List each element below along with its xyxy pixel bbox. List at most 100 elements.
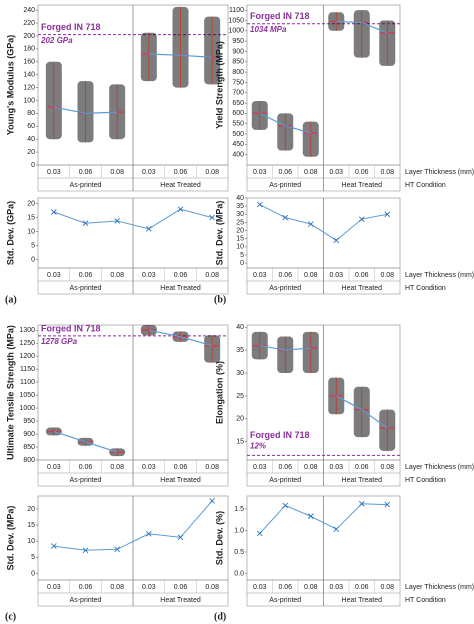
- x-tick-label: 0.03: [253, 272, 267, 279]
- y-tick-label: 180: [23, 46, 35, 53]
- group-label: Heat Treated: [342, 285, 383, 292]
- y-tick-label: 600: [232, 110, 244, 117]
- group-label: As-printed: [70, 182, 102, 189]
- y-tick-label: 15: [27, 214, 35, 221]
- y-tick-label: 700: [232, 90, 244, 97]
- y-tick-label: 400: [232, 152, 244, 159]
- y-tick-label: 80: [27, 110, 35, 117]
- y-tick-label: 0: [31, 570, 35, 577]
- y-tick-label: 1100: [229, 7, 244, 14]
- std-marker: [358, 500, 365, 507]
- std-marker: [146, 225, 152, 232]
- x-tick-label: 0.06: [174, 169, 188, 176]
- reference-value: 1034 MPa: [250, 25, 287, 34]
- y-tick-label: 1000: [19, 405, 35, 412]
- y-tick-label: 850: [232, 59, 244, 66]
- group-label: Heat Treated: [342, 597, 383, 604]
- y-tick-label: 160: [23, 59, 35, 66]
- x-axis-label: Layer Thickness (mm): [405, 584, 474, 591]
- y-tick-label: 15: [236, 439, 244, 446]
- y-axis-label: Std. Dev. (MPa): [5, 506, 15, 571]
- x-tick-label: 0.06: [355, 169, 369, 176]
- y-tick-label: 650: [232, 100, 244, 107]
- std-marker: [51, 543, 57, 549]
- group-label: Heat Treated: [160, 182, 201, 189]
- std-marker: [82, 547, 89, 554]
- x-tick-label: 0.03: [253, 584, 267, 591]
- x-tick-label: 0.08: [205, 464, 219, 471]
- y-tick-label: 35: [236, 203, 244, 210]
- group-label: As-printed: [70, 477, 102, 484]
- std-marker: [177, 206, 184, 213]
- x-tick-label: 0.06: [355, 584, 369, 591]
- y-tick-label: 750: [232, 79, 244, 86]
- x-tick-label: 0.03: [329, 169, 343, 176]
- y-tick-label: 10: [236, 244, 244, 251]
- std-marker: [282, 214, 289, 221]
- x-tick-label: 0.03: [329, 584, 343, 591]
- y-tick-label: 950: [23, 418, 35, 425]
- reference-label: Forged IN 718: [41, 22, 101, 32]
- y-tick-label: 5: [31, 242, 35, 249]
- std-line: [259, 204, 388, 241]
- y-tick-label: 20: [27, 200, 35, 207]
- reference-label: Forged IN 718: [250, 430, 310, 440]
- x-tick-label: 0.06: [278, 584, 292, 591]
- y-tick-label: 40: [236, 195, 244, 202]
- y-tick-label: 140: [23, 72, 35, 79]
- y-tick-label: 0.0: [234, 570, 244, 577]
- y-tick-label: 1150: [20, 366, 35, 373]
- std-marker: [384, 501, 391, 508]
- y-tick-label: 1050: [19, 392, 35, 399]
- y-tick-label: 35: [236, 347, 244, 354]
- mean-line: [53, 430, 118, 453]
- y-tick-label: 20: [236, 227, 244, 234]
- x-tick-label: 0.08: [205, 584, 219, 591]
- y-tick-label: 10: [27, 538, 35, 545]
- mean-line: [148, 53, 213, 58]
- y-tick-label: 1200: [19, 353, 35, 360]
- group-label: Heat Treated: [160, 477, 201, 484]
- x-tick-label: 0.08: [304, 169, 318, 176]
- std-marker: [51, 209, 57, 215]
- x-tick-label: 0.03: [142, 584, 156, 591]
- y-tick-label: 1250: [19, 340, 35, 347]
- x-tick-label: 0.08: [304, 464, 318, 471]
- y-tick-label: 120: [23, 84, 35, 91]
- std-line: [53, 208, 213, 230]
- x-tick-label: 0.06: [174, 464, 188, 471]
- panel-label: (a): [5, 294, 17, 305]
- y-tick-label: 900: [23, 431, 35, 438]
- mean-line: [336, 20, 388, 34]
- y-tick-label: 220: [23, 20, 35, 27]
- mean-line: [148, 329, 213, 347]
- x-tick-label: 0.06: [79, 464, 93, 471]
- y-tick-label: 25: [236, 393, 244, 400]
- std-marker: [307, 513, 314, 520]
- y-tick-label: 100: [23, 97, 35, 104]
- y-axis-label: Yield Strength (MPa): [214, 41, 224, 129]
- y-tick-label: 10: [27, 228, 35, 235]
- y-tick-label: 1100: [20, 379, 35, 386]
- y-tick-label: 800: [23, 457, 35, 464]
- group-label: As-printed: [269, 477, 301, 484]
- y-tick-label: 20: [27, 506, 35, 513]
- x-tick-label: 0.08: [110, 584, 124, 591]
- x-tick-label: 0.06: [174, 272, 188, 279]
- y-tick-label: 1300: [19, 327, 35, 334]
- group-label: Heat Treated: [342, 477, 383, 484]
- x-axis-label: Layer Thickness (mm): [405, 272, 474, 279]
- y-tick-label: 500: [232, 131, 244, 138]
- y-tick-label: 30: [236, 211, 244, 218]
- x-tick-label: 0.03: [142, 464, 156, 471]
- group-axis-label: HT Condition: [405, 182, 446, 189]
- y-tick-label: 0: [240, 260, 244, 267]
- std-marker: [177, 534, 184, 541]
- mean-line: [259, 112, 311, 134]
- y-tick-label: 900: [232, 48, 244, 55]
- x-tick-label: 0.06: [174, 584, 188, 591]
- y-tick-label: 1.5: [234, 506, 244, 513]
- std-marker: [256, 201, 263, 208]
- x-tick-label: 0.03: [329, 464, 343, 471]
- y-tick-label: 1000: [228, 28, 244, 35]
